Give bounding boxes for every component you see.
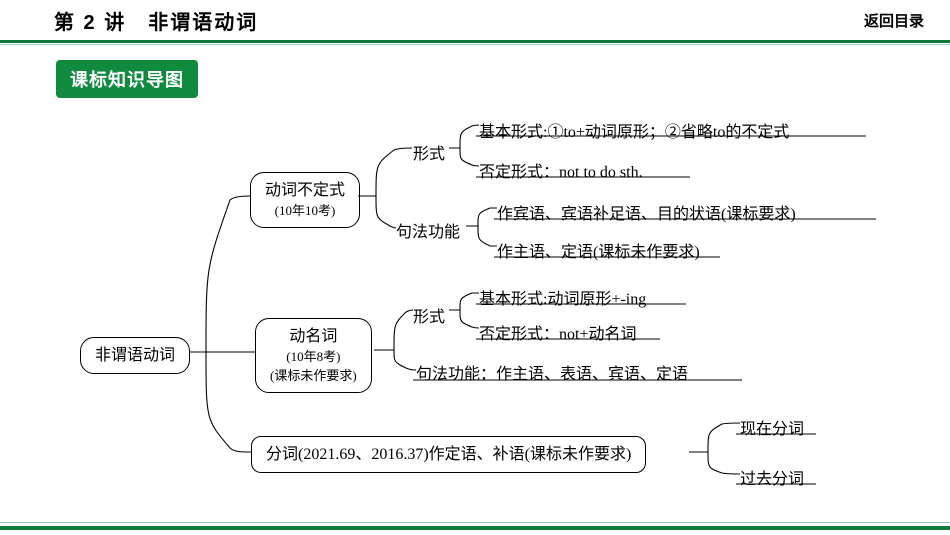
branch1-sub: (10年10考) (265, 202, 345, 221)
branch3-child2: 过去分词 (740, 465, 804, 489)
footer-rule (0, 526, 950, 530)
header-rule-thin (0, 44, 950, 45)
branch2-func: 句法功能：作主语、表语、宾语、定语 (416, 360, 688, 384)
branch1-func-item1: 作宾语、宾语补足语、目的状语(课标要求) (497, 200, 796, 224)
branch1-form-item2: 否定形式：not to do sth. (479, 158, 643, 182)
branch1-func-item2: 作主语、定语(课标未作要求) (497, 238, 700, 262)
branch2-sub2: (课标未作要求) (270, 367, 357, 386)
branch2-title: 动名词 (270, 325, 357, 348)
branch2-form-item1: 基本形式:动词原形+-ing (479, 285, 646, 309)
header-rule (0, 40, 950, 43)
back-link[interactable]: 返回目录 (864, 10, 924, 31)
branch1-title: 动词不定式 (265, 179, 345, 202)
branch1-node: 动词不定式 (10年10考) (250, 172, 360, 228)
root-label: 非谓语动词 (95, 347, 175, 364)
branch3-node: 分词(2021.69、2016.37)作定语、补语(课标未作要求) (251, 436, 646, 473)
branch1-form-label: 形式 (413, 140, 445, 164)
branch2-form-label: 形式 (413, 303, 445, 327)
branch1-form-item1: 基本形式:①to+动词原形；②省略to的不定式 (479, 118, 789, 142)
section-badge: 课标知识导图 (56, 60, 198, 98)
footer-rule-thin (0, 522, 950, 523)
branch2-form-item2: 否定形式：not+动名词 (479, 320, 636, 344)
branch3-child1: 现在分词 (740, 415, 804, 439)
branch2-sub1: (10年8考) (270, 348, 357, 367)
branch2-node: 动名词 (10年8考) (课标未作要求) (255, 318, 372, 393)
page-title: 第 2 讲 非谓语动词 (54, 6, 258, 35)
branch3-text: 分词(2021.69、2016.37)作定语、补语(课标未作要求) (266, 446, 631, 463)
root-node: 非谓语动词 (80, 337, 190, 374)
branch1-func-label: 句法功能 (396, 218, 460, 242)
